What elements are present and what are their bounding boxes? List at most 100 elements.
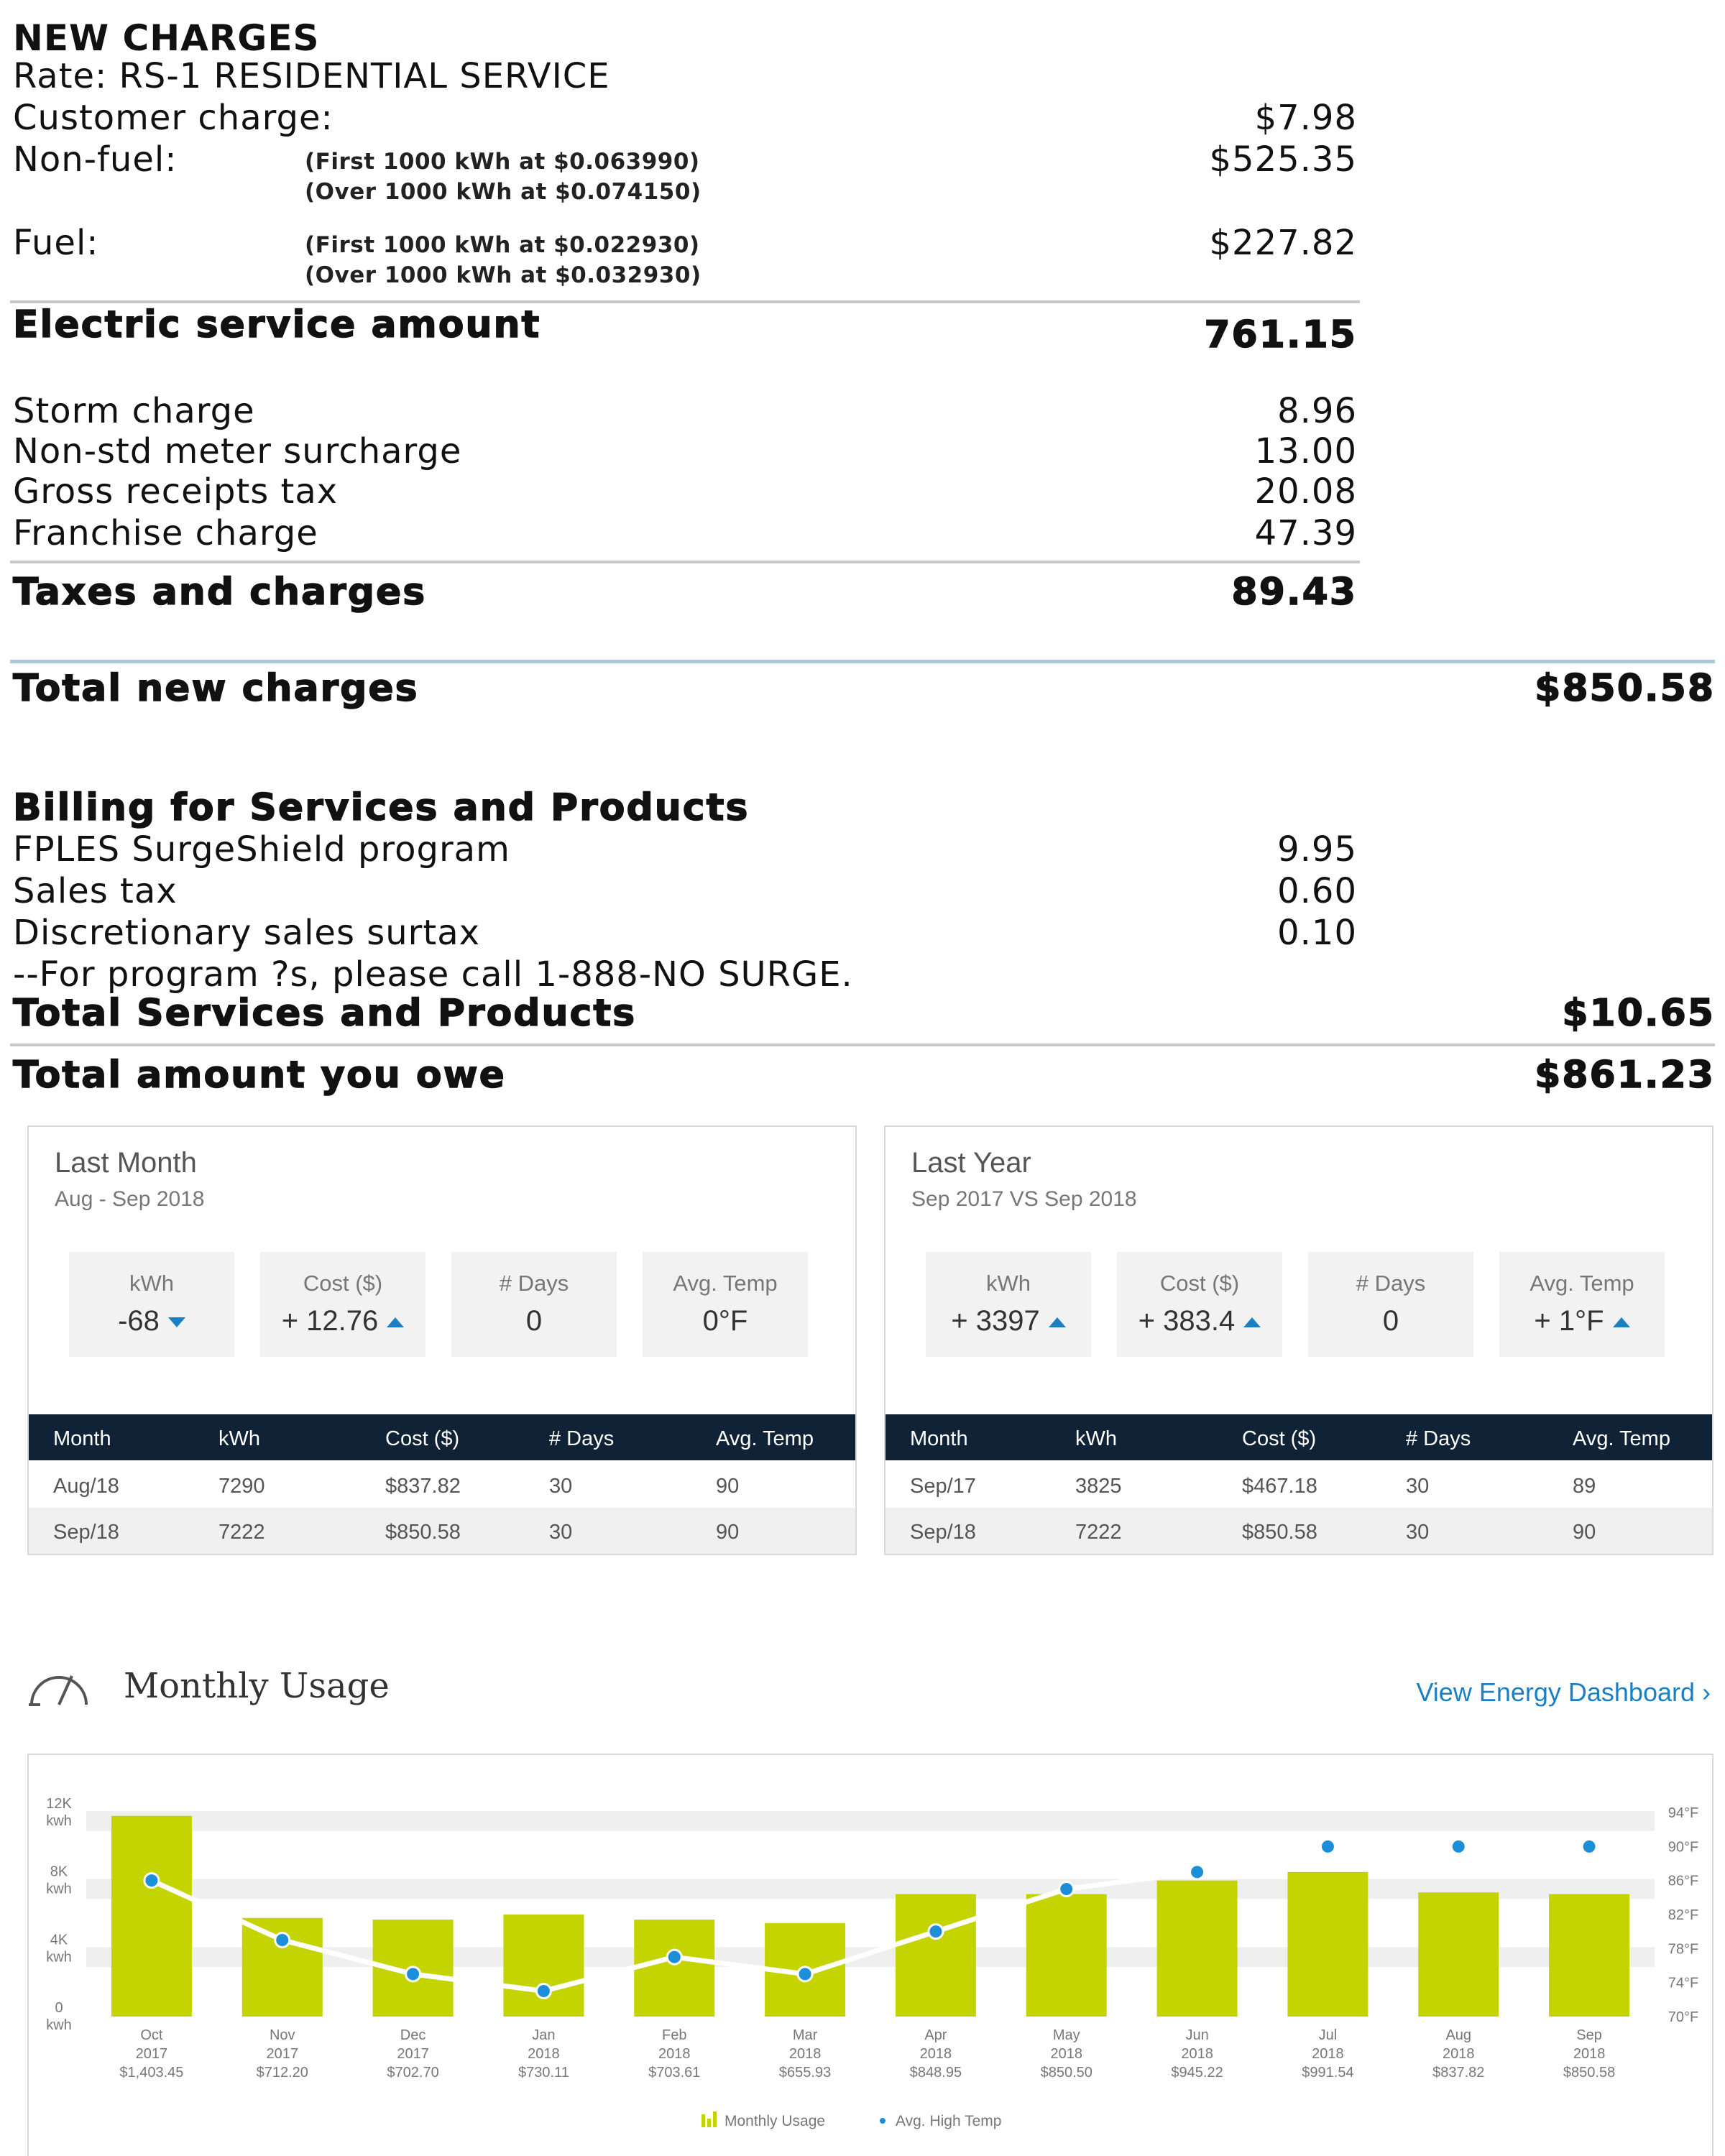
x-axis-cost-label: $945.22 [1171,2065,1223,2081]
y-axis-tick-label: 4K [50,1932,68,1948]
tile-value: + 12.76 [260,1305,426,1337]
new-charges-title: NEW CHARGES [13,17,320,59]
tile-label: # Days [1356,1271,1426,1296]
table-row: Sep/17 3825 $467.18 30 89 [886,1462,1712,1508]
kwh-tile: kWh -68 [69,1252,234,1357]
table-row: Sep/18 7222 $850.58 30 90 [886,1508,1712,1554]
trend-up-icon [1048,1317,1066,1328]
cell: $837.82 [385,1475,461,1498]
column-header: Cost ($) [1242,1427,1317,1450]
fuel-note-1: (First 1000 kWh at $0.022930) [305,232,700,258]
x-axis-month-label: Oct [140,2027,163,2043]
divider [10,300,1360,303]
temp-point [927,1923,944,1940]
fuel-label: Fuel: [13,223,99,263]
x-axis-year-label: 2018 [528,2046,560,2062]
x-axis-cost-label: $655.93 [779,2065,831,2081]
table-row: Aug/18 7290 $837.82 30 90 [29,1462,855,1508]
column-header: # Days [549,1427,615,1450]
legend-point-icon [880,2118,886,2124]
trend-up-icon [1612,1317,1630,1328]
temp-point [796,1966,814,1983]
x-axis-year-label: 2018 [789,2046,822,2062]
column-header: # Days [1406,1427,1471,1450]
billing-services-title: Billing for Services and Products [12,786,750,829]
right-axis-tick-label: 78°F [1668,1941,1698,1957]
surtax-label: Discretionary sales surtax [13,913,481,953]
trend-up-icon [387,1317,405,1328]
tile-value: 0°F [702,1305,748,1337]
x-axis-month-label: Jul [1319,2027,1338,2043]
kwh-tile: kWh + 3397 [926,1252,1091,1357]
fuel-note-2: (Over 1000 kWh at $0.032930) [305,262,702,288]
x-axis-month-label: Jun [1185,2027,1208,2043]
cell: Sep/17 [910,1475,976,1498]
usage-bar [1418,1892,1499,2017]
cell: 90 [716,1521,740,1544]
electric-service-label: Electric service amount [12,303,541,346]
temp-point [1319,1838,1336,1855]
right-axis-tick-label: 86°F [1668,1874,1698,1889]
cell: 89 [1573,1475,1596,1498]
non-fuel-note-2: (Over 1000 kWh at $0.074150) [305,179,702,205]
cell: 30 [1406,1521,1430,1544]
usage-bar [895,1894,976,2017]
sales-tax-label: Sales tax [13,871,178,911]
cell: 30 [1406,1475,1430,1498]
x-axis-month-label: May [1053,2027,1080,2043]
tile-label: kWh [986,1271,1031,1296]
x-axis-year-label: 2018 [1051,2046,1083,2062]
usage-bar [1287,1871,1368,2017]
column-header: kWh [1075,1427,1117,1450]
usage-bar [503,1915,584,2017]
x-axis-year-label: 2017 [267,2046,299,2062]
temp-point [274,1932,291,1948]
x-axis-cost-label: $837.82 [1432,2065,1484,2081]
tile-value: + 1°F [1499,1305,1665,1337]
temp-point [1058,1881,1075,1897]
program-note: --For program ?s, please call 1-888-NO S… [13,954,853,995]
total-owe-amount: $861.23 [1534,1054,1715,1097]
y-axis-tick-label: 8K [50,1864,68,1880]
view-energy-dashboard-link[interactable]: View Energy Dashboard › [1416,1677,1711,1707]
y-axis-unit-label: kwh [46,1949,72,1965]
usage-bar [634,1920,715,2017]
x-axis-year-label: 2018 [1181,2046,1213,2062]
gauge-icon [29,1675,88,1706]
temp-point [405,1966,422,1983]
column-header: Cost ($) [385,1427,460,1450]
cell: 90 [716,1475,740,1498]
rate-line: Rate: RS-1 RESIDENTIAL SERVICE [13,56,610,96]
non-fuel-note-1: (First 1000 kWh at $0.063990) [305,149,700,175]
last-year-card: Last Year Sep 2017 VS Sep 2018 kWh + 339… [884,1125,1714,1555]
x-axis-month-label: Feb [662,2027,686,2043]
total-owe-label: Total amount you owe [12,1054,506,1097]
days-tile: # Days 0 [451,1252,617,1357]
x-axis-month-label: Mar [793,2027,818,2043]
x-axis-month-label: Jan [532,2027,555,2043]
monthly-usage-chart: 0 kwh 4K kwh 8K kwh 12K kwh 70°F 74°F 78°F 82°F 86°F… [27,1754,1714,2156]
card-title: Last Month [55,1147,197,1179]
cell: Aug/18 [53,1475,119,1498]
tile-label: kWh [129,1271,174,1296]
usage-bar [1156,1880,1238,2017]
temp-tile: Avg. Temp 0°F [643,1252,808,1357]
legend-bar-icon [702,2114,705,2127]
temp-point [1581,1838,1598,1855]
taxes-charges-amount: 89.43 [1231,571,1357,614]
x-axis-cost-label: $703.61 [648,2065,700,2081]
tile-label: Avg. Temp [673,1271,778,1296]
temp-point [1450,1838,1467,1855]
franchise-amount: 47.39 [1254,513,1357,553]
fuel-amount: $227.82 [1209,223,1357,263]
cell: Sep/18 [910,1521,976,1544]
x-axis-cost-label: $712.20 [257,2065,308,2081]
surtax-amount: 0.10 [1277,913,1357,953]
tile-label: Cost ($) [303,1271,383,1296]
legend-label: Monthly Usage [724,2113,825,2129]
divider [10,561,1360,563]
tile-value: 0 [1382,1305,1399,1337]
cell: 90 [1573,1521,1596,1544]
usage-chart-svg: 0kwh4Kkwh8Kkwh12Kkwh70°F74°F78°F82°F86°F… [46,1796,1698,2129]
y-axis-tick-label: 12K [46,1796,72,1812]
